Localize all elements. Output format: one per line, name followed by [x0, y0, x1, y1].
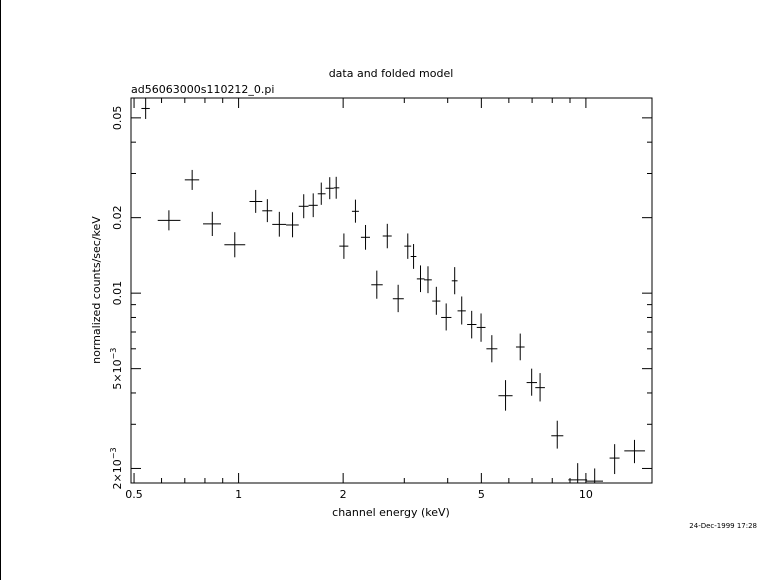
data-point [317, 182, 326, 205]
data-point [410, 244, 417, 269]
x-tick-label: 2 [340, 488, 347, 501]
data-points [141, 98, 646, 483]
data-point [568, 463, 588, 483]
data-point [467, 310, 477, 339]
data-point [141, 98, 150, 119]
y-tick-label: 0.01 [111, 281, 124, 306]
y-axis-ticks: 0.050.020.015×10−32×10−3 [109, 106, 652, 489]
data-point [476, 313, 486, 342]
data-point [551, 420, 564, 449]
x-axis-label: channel energy (keV) [332, 506, 450, 519]
data-point [184, 169, 200, 190]
y-tick-exponent: −3 [109, 348, 118, 360]
footer-timestamp: 24-Dec-1999 17:28 [689, 522, 757, 530]
data-point [585, 468, 603, 483]
data-point [432, 286, 441, 315]
data-point [272, 211, 287, 237]
y-tick-mantissa: 2 [111, 482, 124, 489]
y-tick-mantissa: 5 [111, 383, 124, 390]
y-tick-label: 0.02 [111, 205, 124, 230]
data-point [224, 232, 246, 258]
y-tick-exponent: −3 [109, 447, 118, 459]
data-point [441, 303, 452, 331]
plot-frame [130, 97, 653, 484]
data-point [203, 211, 222, 237]
data-point [286, 212, 299, 238]
data-point [535, 373, 545, 402]
x-tick-label: 5 [478, 488, 485, 501]
data-point [486, 335, 498, 363]
window-left-border [0, 0, 1, 580]
data-point [451, 267, 458, 295]
data-point [249, 189, 263, 213]
data-point [351, 199, 359, 223]
data-point [624, 439, 646, 464]
y-tick-label: 5×10−3 [109, 348, 124, 390]
data-point [157, 210, 181, 231]
data-point [339, 233, 349, 259]
x-tick-label: 1 [235, 488, 242, 501]
data-point [262, 199, 273, 223]
data-point [308, 193, 318, 218]
x-axis-ticks: 0.5 1 2 5 10 [125, 98, 593, 501]
data-point [515, 333, 525, 361]
data-point [325, 177, 334, 200]
data-point [526, 368, 537, 396]
data-point [392, 284, 404, 313]
y-tick-base: 10 [111, 459, 124, 473]
data-point [404, 233, 412, 259]
y-tick-base: 10 [111, 359, 124, 373]
data-point [360, 224, 371, 250]
y-tick-times: × [111, 373, 124, 382]
data-point [333, 176, 340, 199]
y-tick-label: 0.05 [111, 106, 124, 131]
y-tick-times: × [111, 473, 124, 482]
y-tick-label: 2×10−3 [109, 447, 124, 489]
data-point [498, 380, 513, 411]
data-point [416, 265, 425, 293]
chart-title: data and folded model [329, 67, 454, 80]
data-point [298, 194, 309, 219]
data-point [382, 223, 392, 249]
data-point [457, 296, 466, 325]
chart-subtitle: ad56063000s110212_0.pi [131, 83, 274, 96]
data-point [424, 266, 432, 294]
data-point [371, 270, 383, 299]
y-axis-label: normalized counts/sec/keV [90, 216, 103, 364]
x-tick-label: 10 [579, 488, 593, 501]
data-point [609, 444, 620, 475]
x-tick-label: 0.5 [125, 488, 143, 501]
